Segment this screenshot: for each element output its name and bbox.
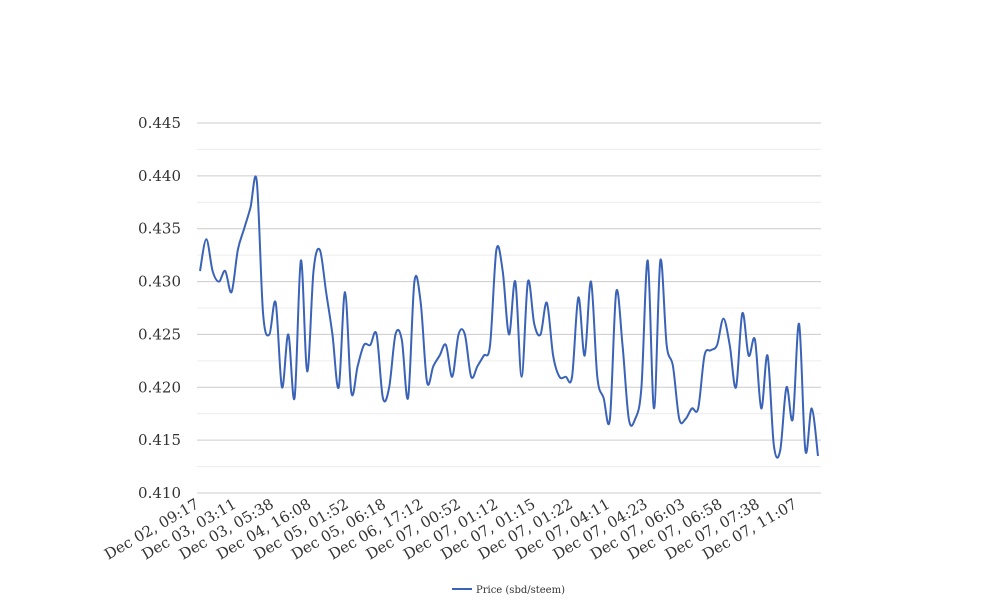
- y-tick-label: 0.435: [138, 220, 181, 238]
- legend-label: Price (sbd/steem): [476, 585, 565, 596]
- y-tick-label: 0.410: [138, 484, 181, 502]
- y-tick-label: 0.425: [138, 325, 181, 343]
- legend: Price (sbd/steem): [452, 585, 565, 596]
- series-layer: [199, 175, 819, 459]
- y-tick-label: 0.430: [138, 273, 181, 291]
- y-tick-label: 0.440: [138, 167, 181, 185]
- series-line-price: [199, 175, 819, 459]
- y-tick-label: 0.445: [138, 114, 181, 132]
- y-axis-tick-labels: 0.410 0.415 0.420 0.425 0.430 0.435 0.440 0.445: [138, 114, 181, 502]
- y-tick-label: 0.420: [138, 378, 181, 396]
- grid-lines: [197, 122, 821, 494]
- y-tick-label: 0.415: [138, 431, 181, 449]
